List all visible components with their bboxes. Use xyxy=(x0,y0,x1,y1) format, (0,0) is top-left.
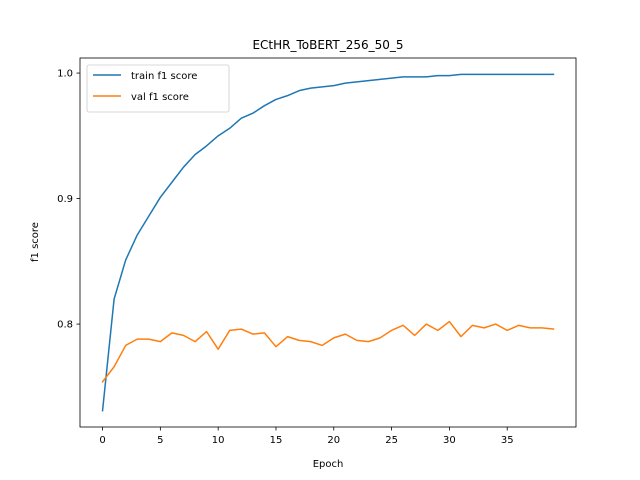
x-tick-label: 30 xyxy=(443,435,456,446)
legend: train f1 score val f1 score xyxy=(86,64,230,113)
x-tick-label: 25 xyxy=(385,435,398,446)
x-tick-label: 5 xyxy=(157,435,163,446)
legend-entry: val f1 score xyxy=(131,92,189,103)
x-axis: 0 5 10 15 20 25 30 35 xyxy=(99,427,514,446)
y-tick-label: 1.0 xyxy=(57,69,73,80)
y-axis: 0.8 0.9 1.0 xyxy=(57,69,80,331)
x-tick-label: 35 xyxy=(501,435,514,446)
series-line-train xyxy=(101,73,555,412)
legend-entry: train f1 score xyxy=(131,71,197,82)
y-axis-label: f1 score xyxy=(30,222,41,262)
x-tick-label: 0 xyxy=(99,435,105,446)
x-tick-label: 20 xyxy=(327,435,340,446)
chart-title: ECtHR_ToBERT_256_50_5 xyxy=(252,38,403,52)
series-line-val xyxy=(101,320,555,383)
plot-area xyxy=(101,73,555,412)
x-axis-label: Epoch xyxy=(313,459,344,470)
legend-box xyxy=(86,64,230,113)
y-tick-label: 0.8 xyxy=(57,320,73,331)
x-tick-label: 15 xyxy=(270,435,283,446)
y-tick-label: 0.9 xyxy=(57,194,73,205)
plot-frame xyxy=(79,57,577,428)
x-tick-label: 10 xyxy=(212,435,225,446)
